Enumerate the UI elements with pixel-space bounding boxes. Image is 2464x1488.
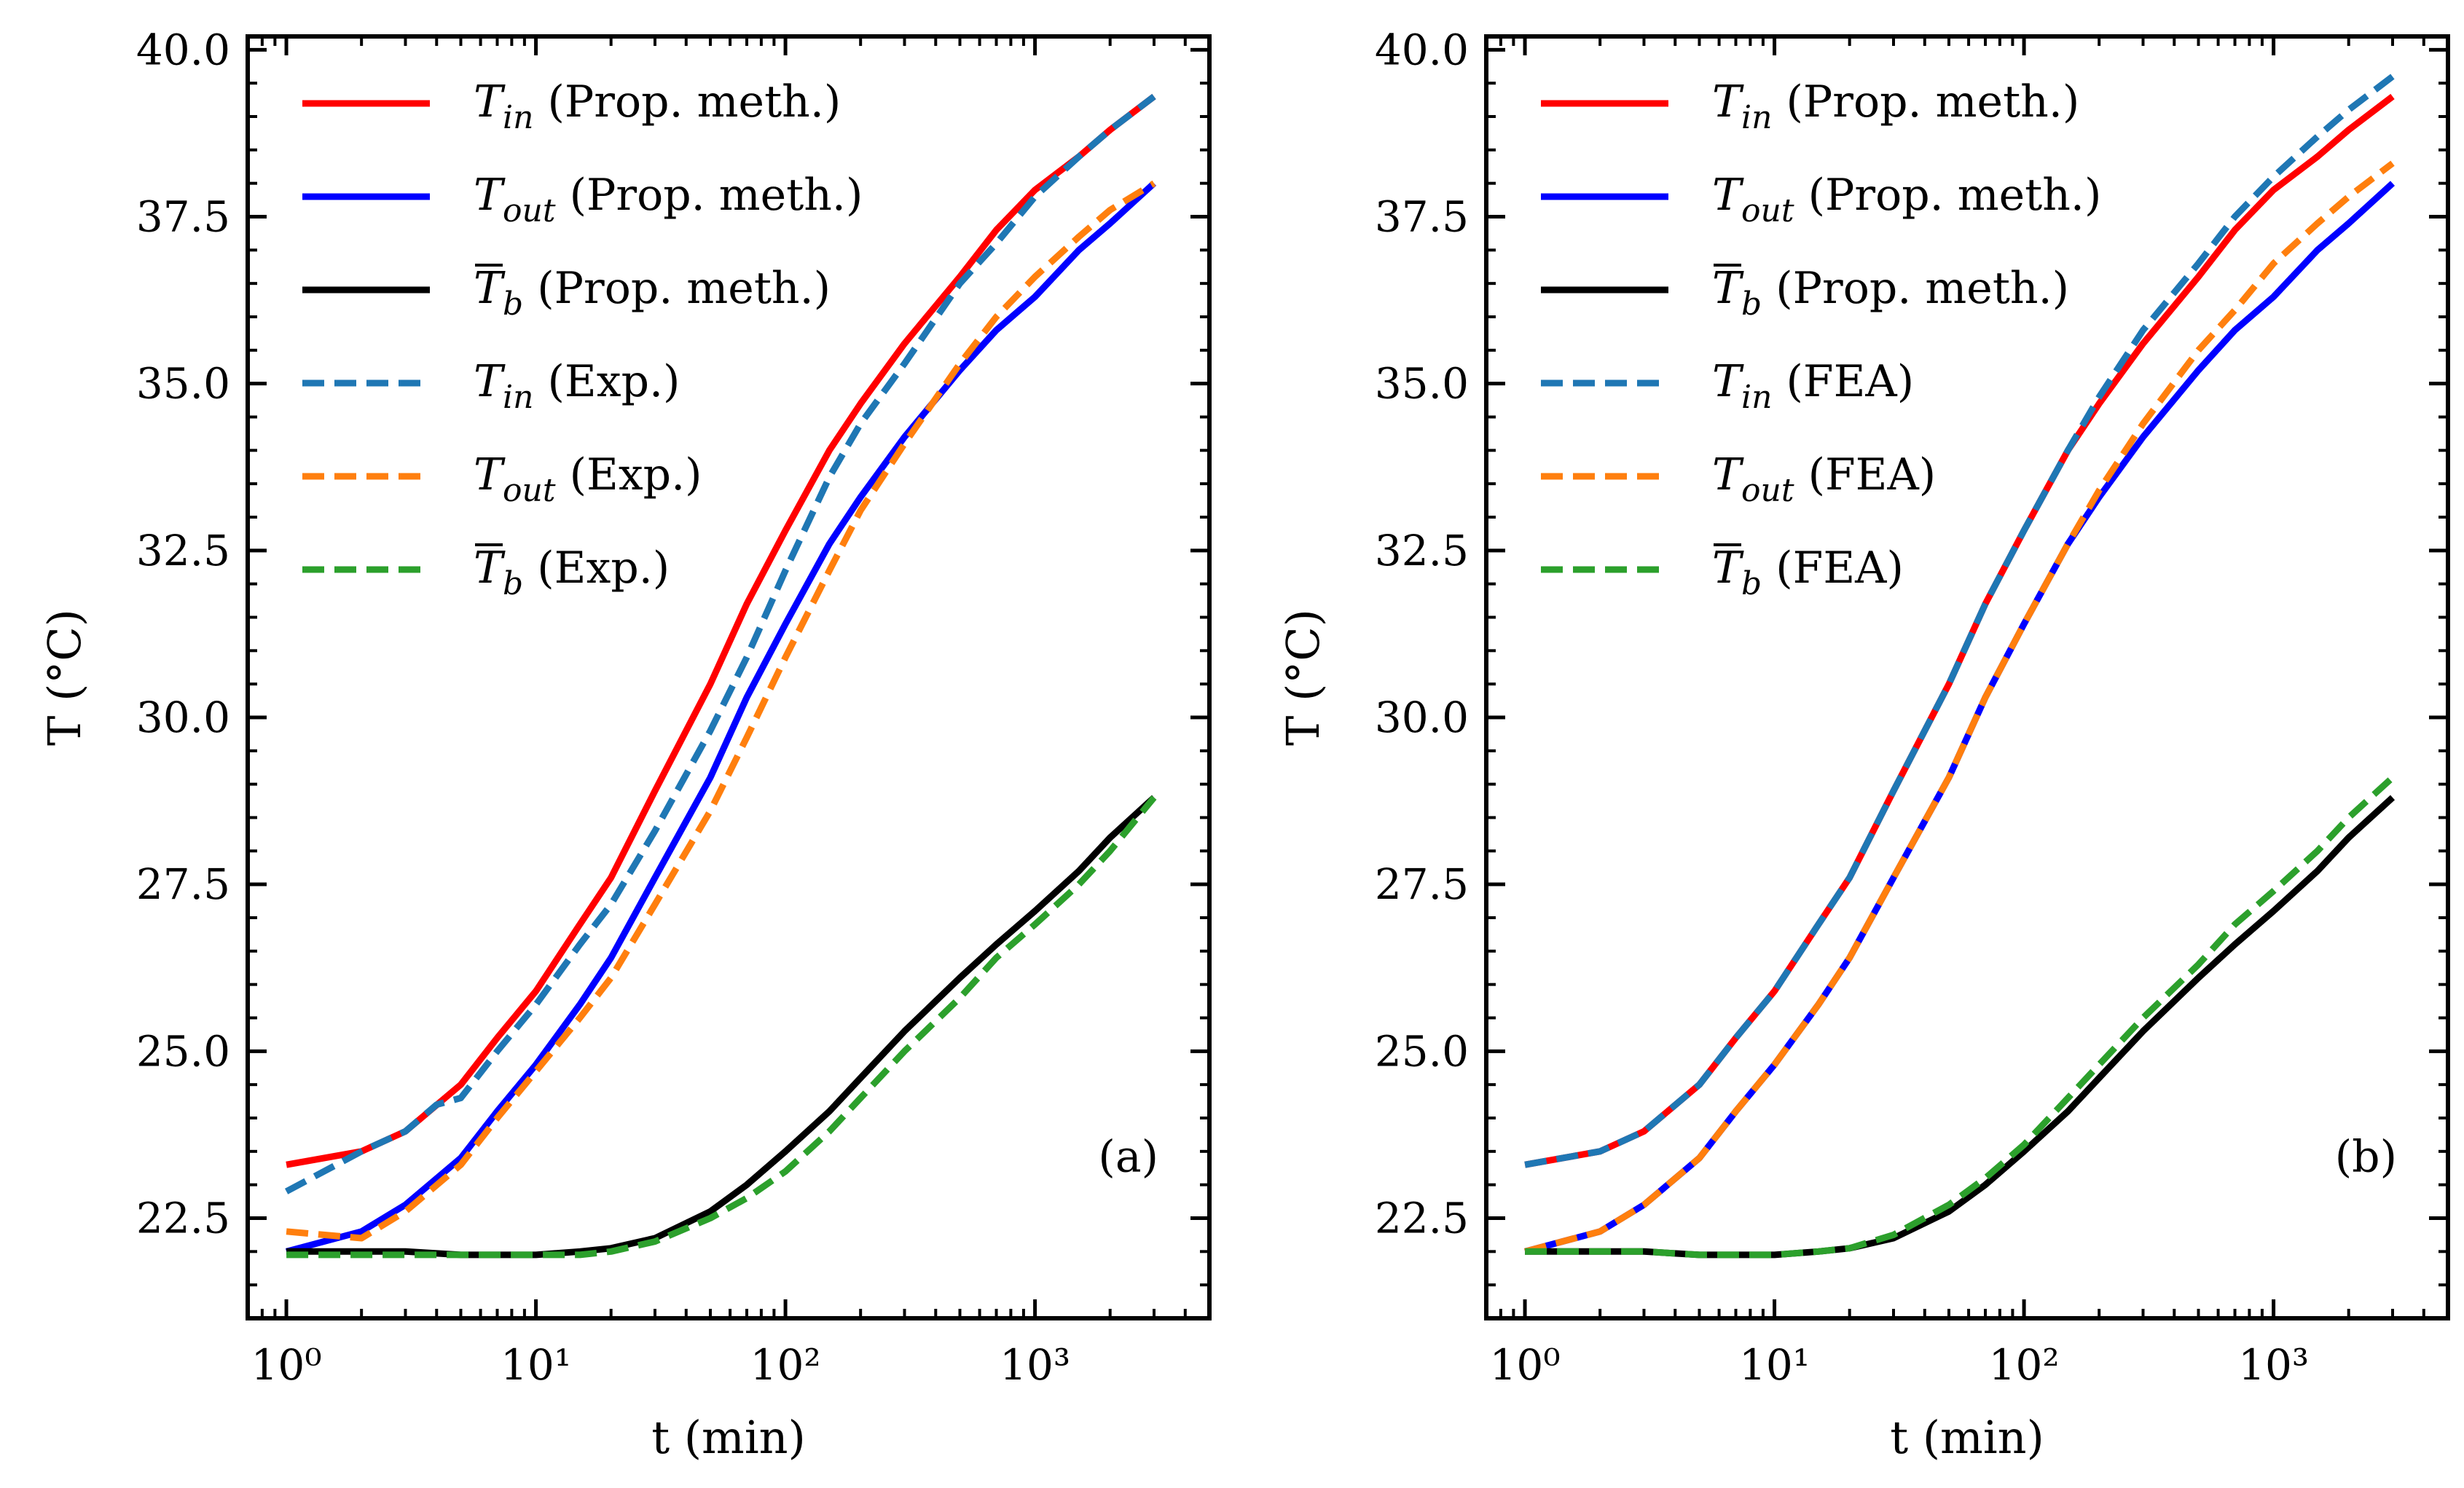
series-line-1 — [285, 181, 1157, 1255]
x-tick-label: 10¹ — [501, 1340, 571, 1390]
y-axis-label: T (°C) — [1276, 609, 1330, 746]
legend-entry-1: Tout (Prop. meth.) — [474, 170, 863, 229]
series-line-0 — [1524, 93, 2395, 1168]
series-lines — [284, 93, 1157, 1259]
series-line-4 — [1523, 160, 2395, 1255]
series-line-1 — [1523, 181, 2396, 1255]
y-tick-label: 35.0 — [136, 359, 230, 409]
legend-entry-4: Tout (Exp.) — [474, 449, 702, 509]
x-tick-label: 10³ — [2238, 1340, 2309, 1390]
y-tick-label: 25.0 — [1375, 1026, 1469, 1076]
y-tick-label: 37.5 — [1375, 192, 1469, 242]
x-axis-label: t (min) — [651, 1411, 806, 1464]
y-tick-label: 22.5 — [1375, 1194, 1469, 1243]
axes-frame — [246, 34, 1212, 1320]
legend-entry-5: Tb (FEA) — [1712, 543, 1904, 602]
series-lines — [1523, 74, 2396, 1259]
legend-entry-4: Tout (FEA) — [1712, 449, 1936, 509]
series-line-5 — [286, 795, 1157, 1259]
series-line-5 — [1525, 775, 2396, 1259]
y-tick-label: 25.0 — [136, 1026, 230, 1076]
legend: Tin (Prop. meth.) Tout (Prop. meth.) Tb (P… — [1541, 76, 2101, 602]
legend-entry-3: Tin (Exp.) — [474, 356, 680, 416]
y-tick-label: 30.0 — [1375, 693, 1469, 742]
x-tick-label: 10⁰ — [251, 1340, 322, 1390]
x-tick-label: 10³ — [1000, 1340, 1070, 1390]
series-line-3 — [1524, 74, 2395, 1168]
y-tick-label: 32.5 — [136, 526, 230, 575]
x-tick-label: 10² — [1989, 1340, 2060, 1390]
panel-b: 22.5 25.0 27.5 30.0 32.5 35.0 37.5 40.0 10⁰ 10¹ 10… — [1276, 25, 2450, 1464]
legend-entry-2: Tb (Prop. meth.) — [474, 263, 831, 323]
legend-entry-1: Tout (Prop. meth.) — [1712, 170, 2101, 229]
legend-entry-3: Tin (FEA) — [1712, 356, 1914, 416]
panel-label: (b) — [2335, 1131, 2397, 1182]
panel-label: (a) — [1098, 1131, 1158, 1182]
series-line-3 — [284, 93, 1156, 1194]
series-line-2 — [286, 795, 1157, 1259]
legend-entry-5: Tb (Exp.) — [474, 543, 670, 602]
y-tick-label: 37.5 — [136, 192, 230, 242]
x-axis-label: t (min) — [1890, 1411, 2044, 1464]
y-tick-label: 22.5 — [136, 1194, 230, 1243]
y-tick-label: 35.0 — [1375, 359, 1469, 409]
y-tick-label: 30.0 — [136, 693, 230, 742]
y-axis-label: T (°C) — [38, 609, 91, 746]
legend-entry-0: Tin (Prop. meth.) — [474, 76, 841, 136]
axes-frame — [1484, 34, 2450, 1320]
series-line-0 — [286, 93, 1156, 1168]
legend-entry-2: Tb (Prop. meth.) — [1712, 263, 2069, 323]
legend: Tin (Prop. meth.) Tout (Prop. meth.) Tb (P… — [302, 76, 863, 602]
series-line-2 — [1525, 795, 2396, 1259]
panel-a: 22.5 25.0 27.5 30.0 32.5 35.0 37.5 40.0 10⁰ 10¹ 10… — [38, 25, 1212, 1464]
series-line-4 — [286, 180, 1156, 1242]
legend-entry-0: Tin (Prop. meth.) — [1712, 76, 2079, 136]
y-tick-label: 40.0 — [136, 25, 230, 74]
x-tick-label: 10² — [750, 1340, 821, 1390]
y-tick-label: 32.5 — [1375, 526, 1469, 575]
y-tick-label: 40.0 — [1375, 25, 1469, 74]
y-tick-label: 27.5 — [1375, 859, 1469, 909]
y-tick-label: 27.5 — [136, 859, 230, 909]
x-tick-label: 10⁰ — [1490, 1340, 1561, 1390]
x-tick-label: 10¹ — [1739, 1340, 1810, 1390]
